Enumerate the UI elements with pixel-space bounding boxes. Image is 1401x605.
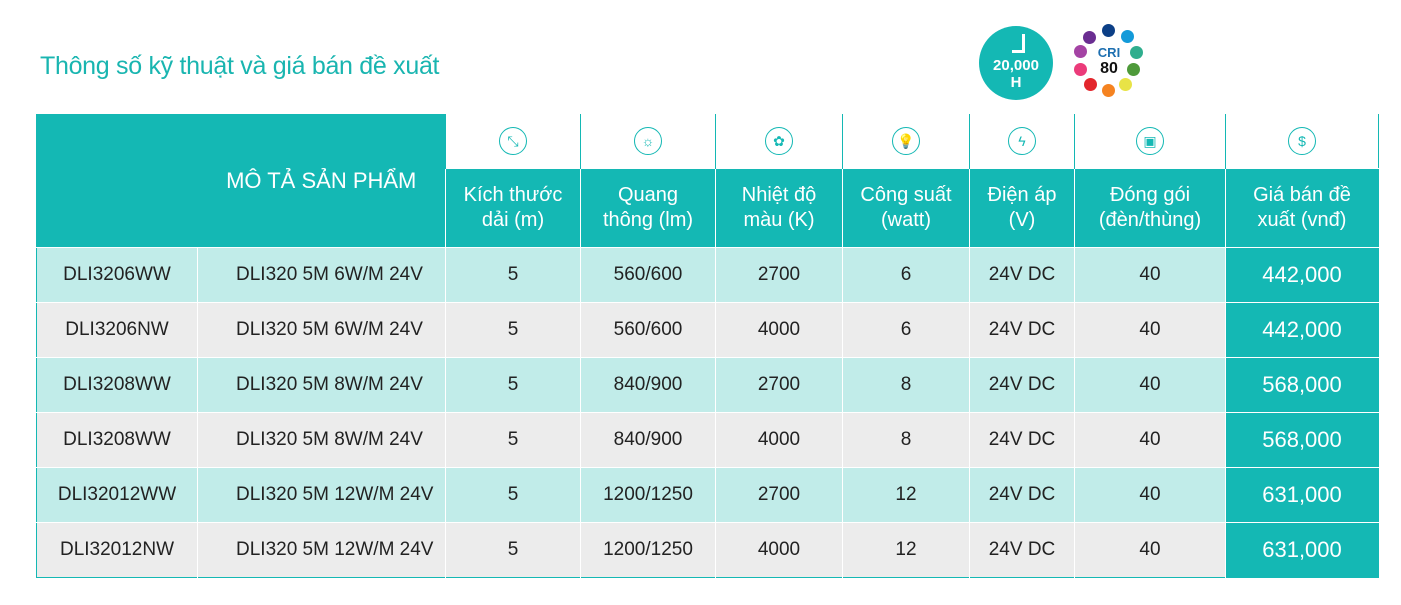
cell-product-code: DLI3208WW bbox=[36, 357, 198, 413]
cell-packing: 40 bbox=[1074, 302, 1226, 358]
cell-voltage: 24V DC bbox=[969, 357, 1075, 413]
header-power: Công suất (watt) bbox=[842, 168, 970, 248]
cell-color-temp: 2700 bbox=[715, 467, 843, 523]
lifetime-value: 20,000 bbox=[993, 57, 1039, 74]
cell-length: 5 bbox=[445, 247, 581, 303]
cell-price: 568,000 bbox=[1225, 357, 1379, 413]
cell-length: 5 bbox=[445, 302, 581, 358]
box-icon: ▣ bbox=[1074, 113, 1226, 169]
cell-price: 568,000 bbox=[1225, 412, 1379, 468]
header-lumen: Quang thông (lm) bbox=[580, 168, 716, 248]
cell-product-desc: DLI320 5M 6W/M 24V bbox=[197, 302, 446, 358]
cell-packing: 40 bbox=[1074, 357, 1226, 413]
cell-lumen: 560/600 bbox=[580, 247, 716, 303]
cri-badge: CRI 80 bbox=[1070, 22, 1148, 100]
cell-voltage: 24V DC bbox=[969, 302, 1075, 358]
lifetime-unit: H bbox=[1010, 74, 1022, 91]
cell-lumen: 1200/1250 bbox=[580, 522, 716, 578]
table-row: DLI32012NW DLI320 5M 12W/M 24V 5 1200/1250 4… bbox=[36, 522, 1379, 578]
clock-icon bbox=[1012, 34, 1025, 53]
table-row: DLI3206WW DLI320 5M 6W/M 24V 5 560/600 2700 6… bbox=[36, 247, 1379, 303]
cell-packing: 40 bbox=[1074, 247, 1226, 303]
cell-lumen: 840/900 bbox=[580, 357, 716, 413]
cell-price: 631,000 bbox=[1225, 522, 1379, 578]
cell-power: 12 bbox=[842, 467, 970, 523]
header-product-desc: MÔ TẢ SẢN PHẨM bbox=[197, 113, 446, 248]
header-packing: Đóng gói (đèn/thùng) bbox=[1074, 168, 1226, 248]
cell-lumen: 840/900 bbox=[580, 412, 716, 468]
cell-packing: 40 bbox=[1074, 412, 1226, 468]
table-row: DLI32012WW DLI320 5M 12W/M 24V 5 1200/1250 2… bbox=[36, 467, 1379, 523]
cell-product-desc: DLI320 5M 8W/M 24V bbox=[197, 412, 446, 468]
table-row: DLI3208WW DLI320 5M 8W/M 24V 5 840/900 2700 8… bbox=[36, 357, 1379, 413]
cell-voltage: 24V DC bbox=[969, 467, 1075, 523]
cell-voltage: 24V DC bbox=[969, 522, 1075, 578]
cell-product-code: DLI32012WW bbox=[36, 467, 198, 523]
lightbulb-icon: 💡 bbox=[842, 113, 970, 169]
cell-product-code: DLI3206NW bbox=[36, 302, 198, 358]
lifetime-badge: 20,000 H bbox=[979, 26, 1053, 100]
cell-power: 8 bbox=[842, 412, 970, 468]
cell-color-temp: 4000 bbox=[715, 302, 843, 358]
cell-product-desc: DLI320 5M 8W/M 24V bbox=[197, 357, 446, 413]
header-length: Kích thước dải (m) bbox=[445, 168, 581, 248]
cell-price: 442,000 bbox=[1225, 247, 1379, 303]
table-row: DLI3208WW DLI320 5M 8W/M 24V 5 840/900 4000 8… bbox=[36, 412, 1379, 468]
header-code bbox=[36, 113, 198, 248]
cell-packing: 40 bbox=[1074, 467, 1226, 523]
cell-color-temp: 2700 bbox=[715, 357, 843, 413]
cell-length: 5 bbox=[445, 467, 581, 523]
lightning-icon: ϟ bbox=[969, 113, 1075, 169]
cri-label: CRI bbox=[1097, 45, 1121, 60]
cell-price: 631,000 bbox=[1225, 467, 1379, 523]
sun-icon: ☼ bbox=[580, 113, 716, 169]
cell-length: 5 bbox=[445, 522, 581, 578]
cell-product-code: DLI3208WW bbox=[36, 412, 198, 468]
cell-lumen: 1200/1250 bbox=[580, 467, 716, 523]
table-row: DLI3206NW DLI320 5M 6W/M 24V 5 560/600 4000 6… bbox=[36, 302, 1379, 358]
cell-product-desc: DLI320 5M 6W/M 24V bbox=[197, 247, 446, 303]
cell-packing: 40 bbox=[1074, 522, 1226, 578]
resize-arrows-icon: ⤡ bbox=[445, 113, 581, 169]
cell-power: 6 bbox=[842, 302, 970, 358]
cell-length: 5 bbox=[445, 412, 581, 468]
header-price: Giá bán đề xuất (vnđ) bbox=[1225, 168, 1379, 248]
cell-voltage: 24V DC bbox=[969, 247, 1075, 303]
header-voltage: Điện áp (V) bbox=[969, 168, 1075, 248]
cri-value: 80 bbox=[1100, 60, 1118, 77]
cell-power: 6 bbox=[842, 247, 970, 303]
cell-color-temp: 4000 bbox=[715, 522, 843, 578]
cell-lumen: 560/600 bbox=[580, 302, 716, 358]
cell-product-desc: DLI320 5M 12W/M 24V bbox=[197, 467, 446, 523]
cell-color-temp: 4000 bbox=[715, 412, 843, 468]
cell-color-temp: 2700 bbox=[715, 247, 843, 303]
cell-power: 12 bbox=[842, 522, 970, 578]
cell-product-code: DLI3206WW bbox=[36, 247, 198, 303]
cell-product-code: DLI32012NW bbox=[36, 522, 198, 578]
dollar-icon: $ bbox=[1225, 113, 1379, 169]
cell-power: 8 bbox=[842, 357, 970, 413]
header-color-temp: Nhiệt độ màu (K) bbox=[715, 168, 843, 248]
cell-price: 442,000 bbox=[1225, 302, 1379, 358]
spec-table: MÔ TẢ SẢN PHẨM ⤡ ☼ ✿ 💡 ϟ ▣ $ Kích thước d… bbox=[36, 113, 1379, 578]
cell-length: 5 bbox=[445, 357, 581, 413]
palette-icon: ✿ bbox=[715, 113, 843, 169]
page-title: Thông số kỹ thuật và giá bán đề xuất bbox=[40, 52, 440, 80]
cell-product-desc: DLI320 5M 12W/M 24V bbox=[197, 522, 446, 578]
cell-voltage: 24V DC bbox=[969, 412, 1075, 468]
